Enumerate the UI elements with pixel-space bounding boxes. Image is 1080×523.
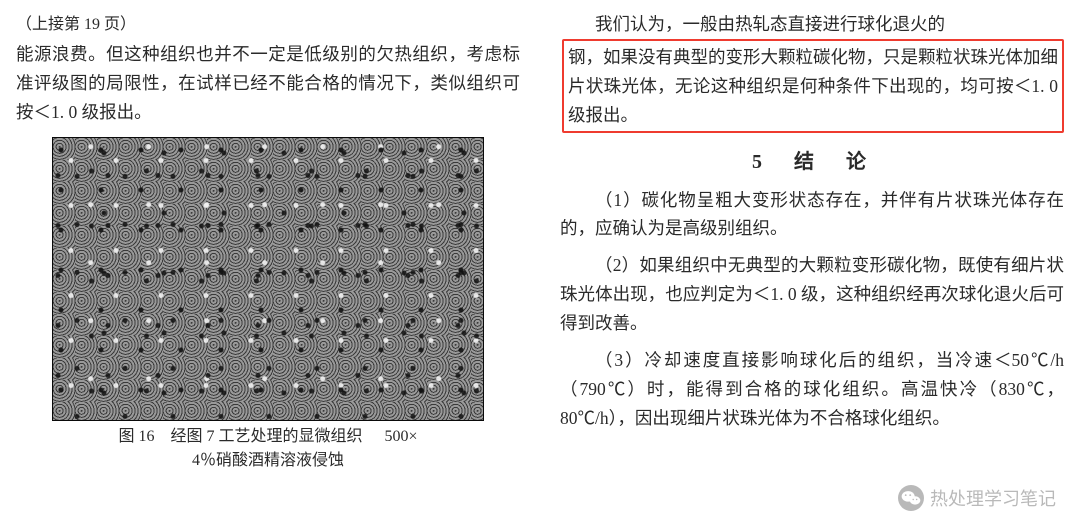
conclusion-2: （2）如果组织中无典型的大颗粒变形碳化物，既使有细片状珠光体出现，也应判定为＜1… [560,251,1064,338]
left-paragraph-1: 能源浪费。但这种组织也并不一定是低级别的欠热组织，考虑标准评级图的局限性，在试样… [16,40,520,127]
right-intro-boxed: 钢，如果没有典型的变形大颗粒碳化物，只是颗粒状珠光体加细片状珠光体，无论这种组织… [568,43,1058,130]
red-highlight-box: 钢，如果没有典型的变形大颗粒碳化物，只是颗粒状珠光体加细片状珠光体，无论这种组织… [562,39,1064,133]
left-column: （上接第 19 页） 能源浪费。但这种组织也并不一定是低级别的欠热组织，考虑标准… [14,10,540,517]
wechat-icon [898,485,924,511]
figure-16-micrograph [52,137,484,421]
wechat-watermark: 热处理学习笔记 [898,485,1056,511]
figure-16-caption: 图 16 经图 7 工艺处理的显微组织 500× 4％硝酸酒精溶液侵蚀 [14,425,522,473]
scan-page: （上接第 19 页） 能源浪费。但这种组织也并不一定是低级别的欠热组织，考虑标准… [0,0,1080,523]
section-5-heading: 5 结 论 [558,145,1066,174]
right-intro-line: 我们认为，一般由热轧态直接进行球化退火的 [560,10,1064,39]
figure-magnification: 500× [384,425,417,449]
conclusion-1: （1）碳化物呈粗大变形状态存在，并伴有片状珠光体存在的，应确认为是高级别组织。 [560,186,1064,244]
conclusion-3: （3）冷却速度直接影响球化后的组织，当冷速＜50℃/h（790℃）时，能得到合格… [560,346,1064,433]
continued-note: （上接第 19 页） [16,10,522,34]
watermark-text: 热处理学习笔记 [930,485,1056,511]
right-column: 我们认为，一般由热轧态直接进行球化退火的 钢，如果没有典型的变形大颗粒碳化物，只… [540,10,1066,517]
figure-etchant: 4％硝酸酒精溶液侵蚀 [14,449,522,473]
figure-caption-main: 图 16 经图 7 工艺处理的显微组织 [118,428,362,445]
